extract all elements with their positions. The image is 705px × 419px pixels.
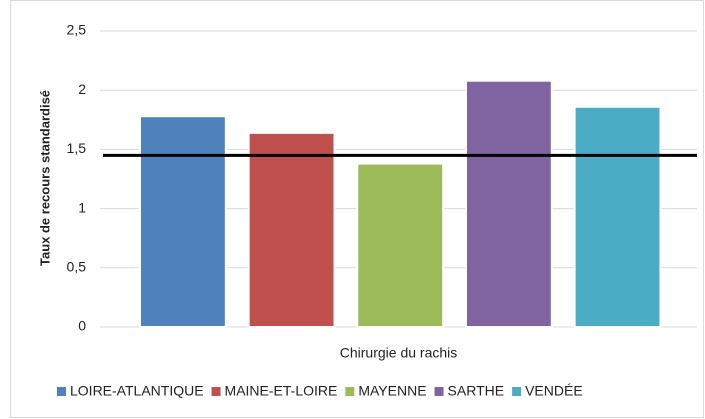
legend-swatch [57, 387, 66, 396]
legend-label: MAINE-ET-LOIRE [225, 383, 338, 399]
legend-label: MAYENNE [358, 383, 426, 399]
legend-label: SARTHE [448, 383, 505, 399]
bar [247, 131, 336, 328]
legend-swatch [434, 387, 444, 396]
y-axis-label: Taux de recours standardisé [37, 90, 52, 266]
bar [138, 115, 227, 328]
bar [356, 162, 445, 328]
legend-swatch [512, 387, 522, 396]
legend-label: LOIRE-ATLANTIQUE [70, 383, 204, 399]
y-tick-label: 2 [78, 81, 86, 97]
legend-swatch [345, 387, 355, 396]
y-tick-label: 1 [78, 199, 86, 215]
y-tick-label: 2,5 [67, 22, 87, 38]
legend-label: VENDÉE [525, 383, 583, 399]
y-tick-label: 0 [78, 318, 86, 334]
legend-swatch [211, 387, 221, 396]
y-tick-label: 1,5 [67, 140, 87, 156]
y-tick-label: 0,5 [67, 259, 87, 275]
bar [464, 79, 553, 328]
x-tick-label: Chirurgie du rachis [340, 345, 458, 361]
bar [573, 105, 662, 328]
